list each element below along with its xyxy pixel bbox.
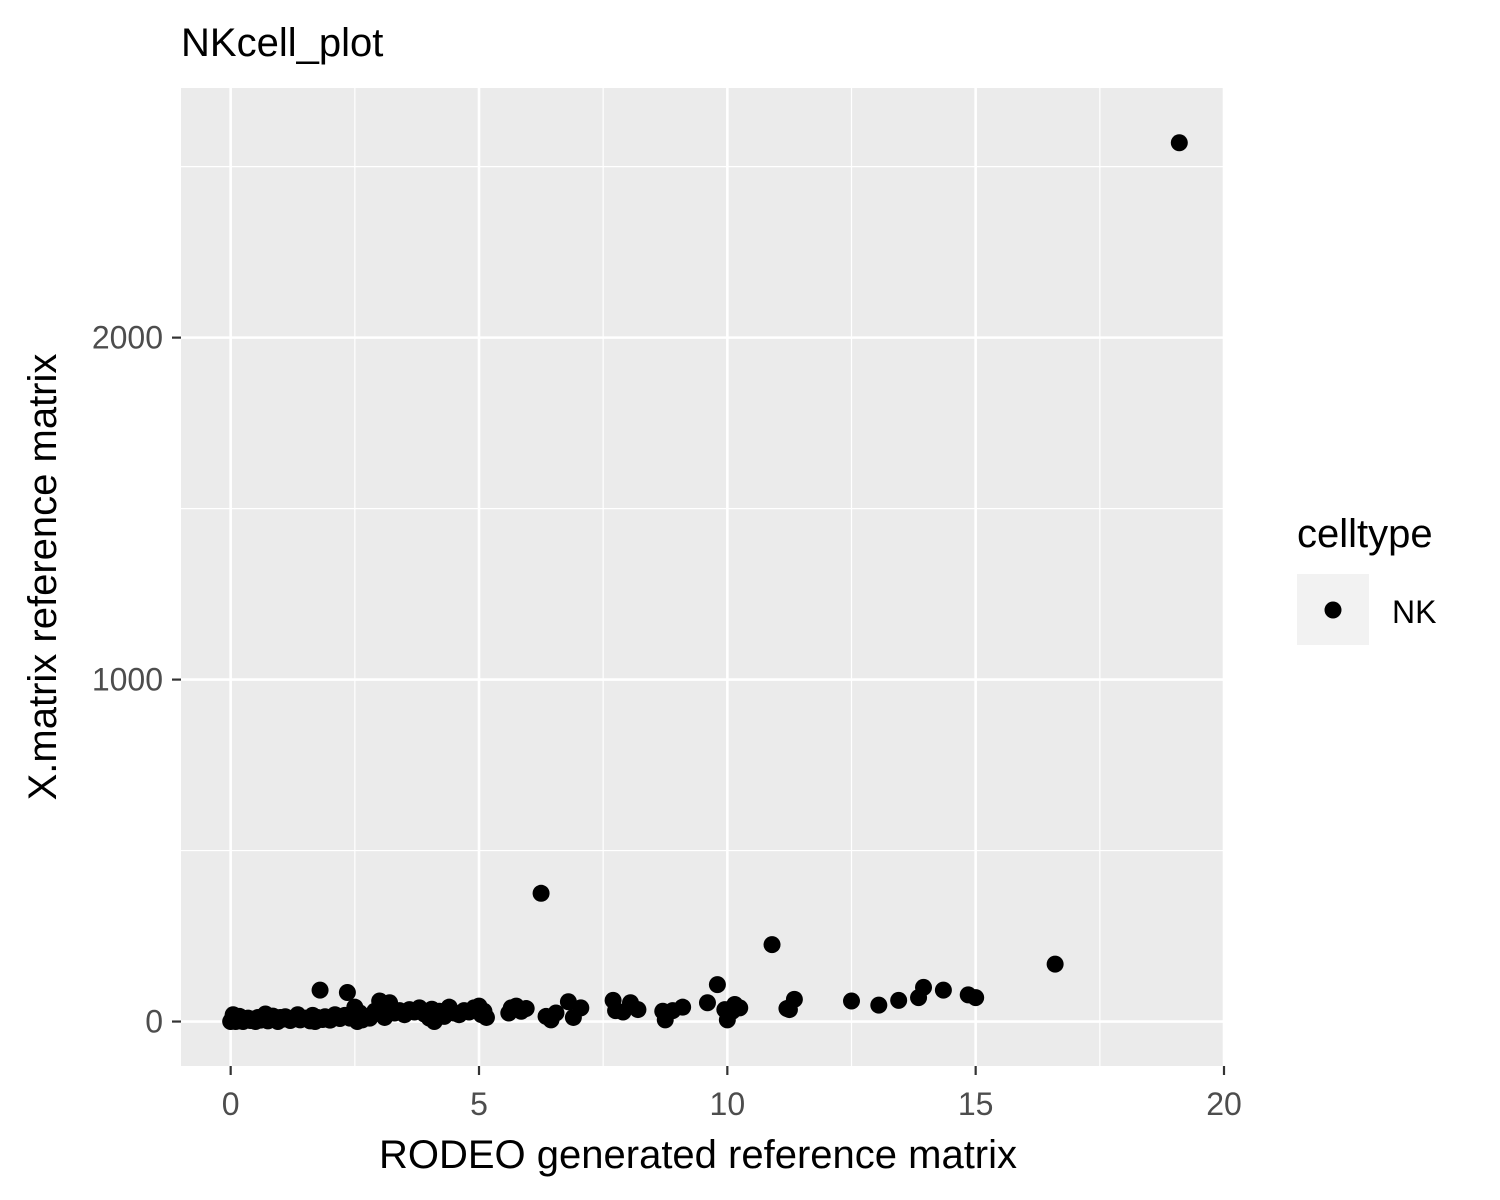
data-point xyxy=(731,999,749,1017)
y-tick-label: 1000 xyxy=(92,662,163,698)
data-point xyxy=(698,994,716,1012)
grid-major xyxy=(181,88,1226,1066)
x-tick-label: 20 xyxy=(1206,1086,1242,1122)
data-point xyxy=(1170,134,1188,152)
data-point xyxy=(785,990,803,1008)
x-tick-label: 5 xyxy=(470,1086,488,1122)
x-tick-label: 0 xyxy=(222,1086,240,1122)
data-point xyxy=(572,999,590,1017)
data-point xyxy=(915,978,933,996)
data-point xyxy=(890,991,908,1009)
data-point xyxy=(843,992,860,1010)
y-axis: 0 1000 2000 xyxy=(92,320,181,1040)
data-points xyxy=(222,134,1188,1031)
data-point xyxy=(967,989,985,1007)
data-point xyxy=(763,936,781,954)
y-axis-title: X.matrix reference matrix xyxy=(21,354,65,801)
data-point xyxy=(708,976,726,994)
plot-panel xyxy=(181,88,1224,1066)
data-point xyxy=(1046,955,1064,973)
x-axis-title: RODEO generated reference matrix xyxy=(379,1133,1017,1177)
data-point xyxy=(311,981,329,999)
y-tick-label: 2000 xyxy=(92,320,163,356)
chart-title: NKcell_plot xyxy=(181,21,383,65)
legend-title: celltype xyxy=(1297,512,1433,556)
data-point xyxy=(477,1008,495,1026)
data-point xyxy=(547,1004,565,1022)
data-point xyxy=(629,1001,647,1019)
data-point xyxy=(870,996,888,1014)
legend: celltype NK xyxy=(1297,512,1436,645)
data-point xyxy=(517,1000,535,1018)
x-tick-label: 15 xyxy=(958,1086,994,1122)
x-axis: 0 5 10 15 20 xyxy=(222,1066,1242,1122)
grid-minor xyxy=(181,88,1224,1066)
x-tick-label: 10 xyxy=(710,1086,746,1122)
data-point xyxy=(338,983,356,1001)
data-point xyxy=(934,981,952,999)
legend-label-nk: NK xyxy=(1392,594,1436,630)
data-point xyxy=(532,884,550,902)
y-tick-label: 0 xyxy=(145,1004,163,1040)
data-point xyxy=(674,998,692,1016)
legend-key-point-nk xyxy=(1324,601,1342,619)
